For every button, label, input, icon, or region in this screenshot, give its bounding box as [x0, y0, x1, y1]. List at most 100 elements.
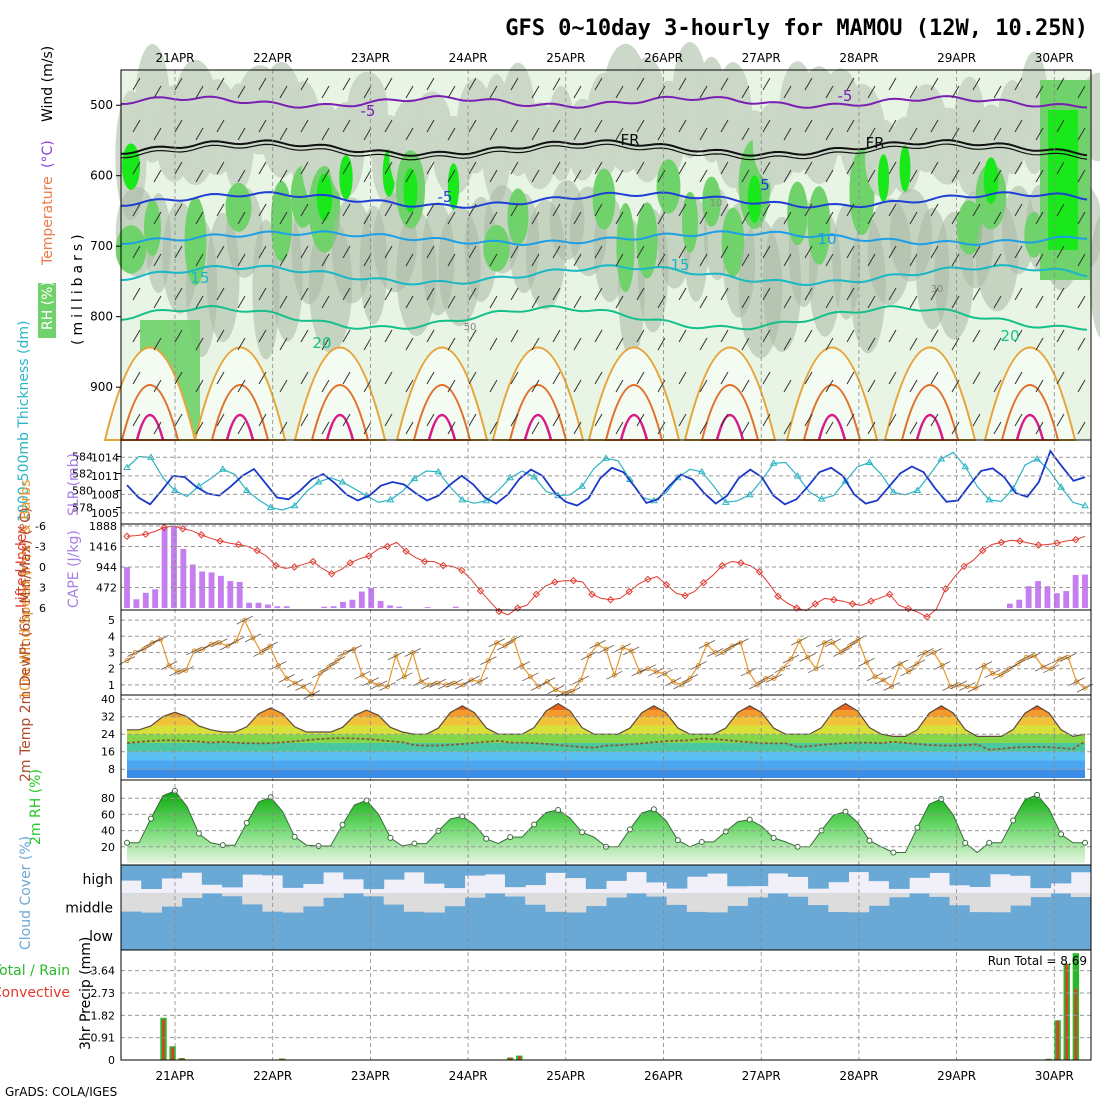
rh-moist-cell [225, 182, 252, 232]
wind-barb [489, 337, 498, 351]
wind-barb [384, 245, 393, 259]
wind-barb [581, 651, 598, 661]
wind-barb [510, 371, 519, 385]
cape-bar [330, 606, 337, 608]
wind-barb [951, 379, 960, 393]
lifted-index-marker [904, 604, 912, 613]
thickness-ylabel: 1000-500mb Thickness (dm) [16, 321, 32, 522]
x-tick-label-top: 26APR [644, 51, 683, 65]
wind-barb [135, 644, 152, 654]
wind-barb [791, 636, 808, 646]
contour-label: FR [865, 134, 884, 152]
wind-barb [678, 203, 687, 217]
slp-ylabel: SLP (mb) [66, 453, 82, 516]
wind-barb [1014, 77, 1023, 91]
wind-barb [342, 203, 351, 217]
cloud-level-label: low [89, 929, 113, 945]
wind-barb [900, 667, 917, 677]
wind-barb [342, 287, 351, 301]
wind-barb [429, 678, 447, 688]
wind-barb [174, 77, 183, 91]
wind-barb [631, 667, 648, 677]
wind-barb [328, 656, 346, 665]
wind-speed-marker [939, 662, 945, 668]
thickness-marker [530, 472, 539, 480]
temp-contour-5 [121, 191, 1088, 209]
wind-barb [237, 295, 246, 309]
wind-barb [1014, 413, 1023, 427]
wind-speed-marker [788, 656, 794, 662]
wind-barb [723, 641, 741, 651]
wind-barb [447, 253, 456, 267]
wind-barb [321, 337, 330, 351]
lifted-index-marker [792, 604, 801, 612]
x-tick-label-top: 30APR [1035, 51, 1074, 65]
wind-barb [211, 638, 228, 648]
lifted-index-tick-label: 6 [39, 602, 46, 615]
cloud-middle-gap [1070, 893, 1092, 897]
wind-barb [426, 287, 435, 301]
wind-barb [762, 329, 771, 343]
wind-barb [1001, 664, 1018, 674]
cloud-middle-gap [949, 893, 971, 906]
wind-barb [782, 654, 800, 664]
wind-speed-marker [830, 640, 836, 646]
ylabel-rh: RH (%) [40, 281, 56, 330]
wind-barb [1056, 245, 1065, 259]
wind-barb [552, 245, 561, 259]
wind-speed-marker [821, 640, 827, 646]
wind-barb [636, 287, 645, 301]
wind-barb [678, 77, 687, 91]
contour-label: 10 [710, 198, 723, 209]
wind-barb [132, 77, 141, 91]
rh-tick-label: 60 [101, 808, 115, 821]
wind-speed-marker [1040, 664, 1046, 670]
wind-barb [321, 211, 330, 225]
wind-speed-marker [855, 637, 861, 643]
wind-barb [825, 421, 834, 435]
thickness-marker [721, 498, 730, 505]
cloud-high-bar [686, 865, 708, 877]
wind-barb [804, 77, 813, 91]
wind-barb [930, 413, 939, 427]
slp-tick-label: 1005 [91, 507, 119, 520]
cape-bar [133, 599, 140, 608]
cloud-middle-gap [262, 893, 284, 912]
lifted-index-marker [476, 587, 485, 595]
wind-barb [972, 161, 981, 175]
temp-contour-40 [817, 414, 847, 441]
cape-bar [452, 606, 459, 608]
wind-barb [384, 371, 393, 385]
wind-tick-label: 5 [108, 614, 115, 627]
wind-barb [1056, 161, 1065, 175]
cloud-middle-gap [363, 893, 385, 897]
wind-speed-marker [284, 675, 290, 681]
wind-speed-marker [401, 674, 407, 680]
wind-barb [447, 211, 456, 225]
wind-barb [489, 253, 498, 267]
wind-speed-marker [990, 671, 996, 677]
rh-marker [1010, 817, 1017, 824]
wind-speed-marker [469, 677, 475, 683]
cloud-level-label: high [82, 872, 113, 888]
thickness-marker [913, 486, 922, 493]
wind-barb [1077, 169, 1086, 183]
y-tick-label: 800 [90, 310, 113, 324]
wind-barb [615, 169, 624, 183]
wind-barb [993, 253, 1002, 267]
x-tick-label-bottom: 22APR [253, 1069, 292, 1083]
rh-tick-label: 20 [101, 841, 115, 854]
cloud-middle-gap [545, 893, 567, 912]
ylabel-wind: Wind (m/s) [40, 46, 56, 122]
wind-barb [321, 295, 330, 309]
lifted-index-ylabel: Lifted Index [14, 526, 30, 608]
wind-barb [846, 119, 855, 133]
wind-speed-marker [485, 658, 491, 664]
wind-barb [463, 675, 480, 685]
wind-barb [363, 337, 372, 351]
wind-barb [174, 371, 183, 385]
wind-ylabel: 10m Wind Speed (m/s) & Barbs [18, 480, 34, 700]
x-tick-label-top: 29APR [937, 51, 976, 65]
rh-tick-label: 80 [101, 792, 115, 805]
wind-barb [132, 119, 141, 133]
